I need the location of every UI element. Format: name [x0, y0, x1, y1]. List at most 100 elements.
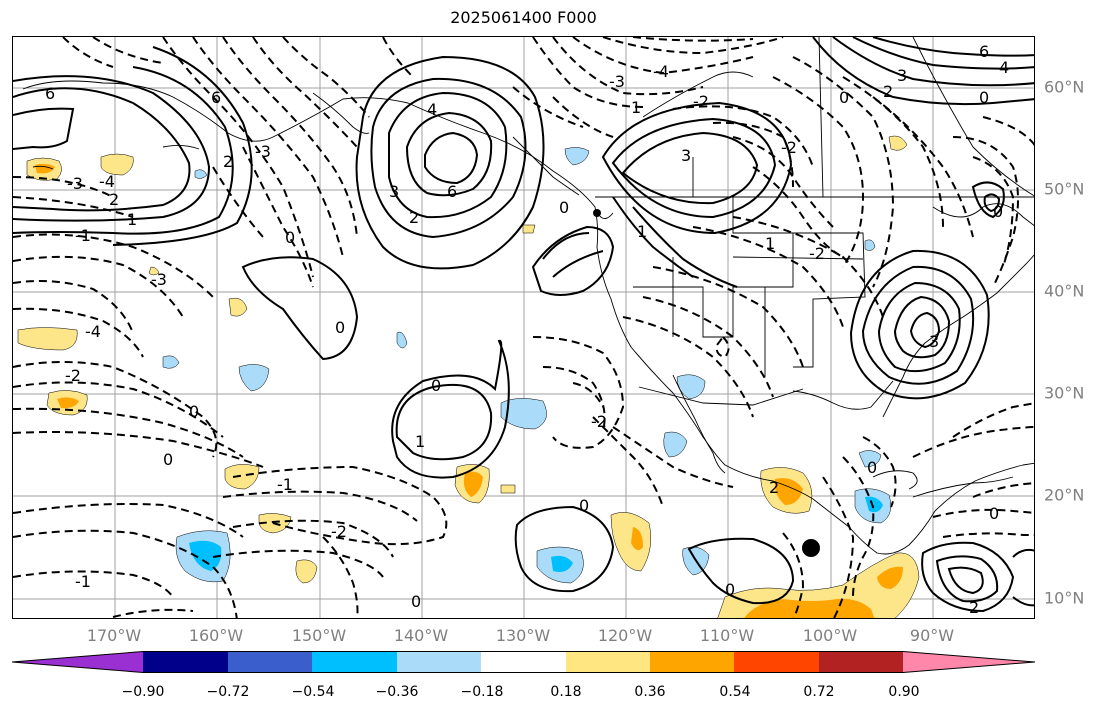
contour-label: 0 [989, 504, 999, 523]
contour-label: 2 [223, 152, 233, 171]
contour-label: 0 [411, 592, 421, 611]
lat-label: 30°N [1044, 383, 1085, 403]
contour-label: 6 [979, 42, 989, 61]
coast-point [593, 209, 601, 217]
contour-label: 0 [189, 402, 199, 421]
lon-label: 150°W [291, 626, 347, 645]
coastlines [22, 37, 1034, 555]
contour-label: 2 [883, 82, 893, 101]
contour-label: 0 [579, 496, 589, 515]
colorbar-tick: 0.72 [803, 684, 835, 700]
lon-label: 110°W [699, 626, 755, 645]
contour-label: -1 [75, 226, 91, 245]
contour-label: -1 [75, 572, 91, 591]
colorbar-tick: −0.54 [291, 684, 335, 700]
contour-label: 0 [725, 580, 735, 599]
chart-title: 2025061400 F000 [450, 8, 597, 27]
contour-label: 3 [389, 182, 399, 201]
colorbar-segment [650, 651, 734, 673]
shaded-fills [17, 135, 920, 618]
colorbar-segment [312, 651, 397, 673]
colorbar-segment [566, 651, 650, 673]
contour-label: -2 [591, 412, 607, 431]
map-panel: 6 6 4 6 3 2 3 1 -3 -4 -2 -2 0 2 3 6 4 0 … [12, 36, 1035, 619]
contour-label: -2 [781, 138, 797, 157]
contour-label: -2 [693, 92, 709, 111]
map-svg: 6 6 4 6 3 2 3 1 -3 -4 -2 -2 0 2 3 6 4 0 … [13, 37, 1034, 618]
contour-label: -2 [65, 366, 81, 385]
graticule [13, 37, 1034, 618]
colorbar-segment [228, 651, 312, 673]
contour-label: 3 [897, 66, 907, 85]
contour-label: -3 [609, 72, 625, 91]
lon-label: 160°W [188, 626, 244, 645]
lat-label: 20°N [1044, 485, 1085, 505]
contour-label: 1 [415, 432, 425, 451]
colorbar-tick: 0.36 [634, 684, 666, 700]
contour-label: -1 [277, 475, 293, 494]
colorbar-tick: −0.36 [375, 684, 419, 700]
contour-label: 1 [631, 98, 641, 117]
colorbar-segment [734, 651, 819, 673]
contour-label: 0 [867, 458, 877, 477]
lat-label: 40°N [1044, 281, 1085, 301]
colorbar-tick: −0.90 [121, 684, 165, 700]
contour-label: -3 [151, 270, 167, 289]
colorbar-segment [481, 651, 566, 673]
contour-label: 4 [999, 58, 1009, 77]
lon-label: 100°W [802, 626, 858, 645]
colorbar-segment [143, 651, 228, 673]
contour-label: -3 [255, 142, 271, 161]
colorbar-tick: −0.18 [460, 684, 504, 700]
lon-label: 130°W [495, 626, 551, 645]
colorbar-outline [12, 651, 1035, 673]
colorbar-tick: −0.72 [206, 684, 250, 700]
contour-label: 1 [127, 210, 137, 229]
contour-label: 0 [335, 318, 345, 337]
contour-label: 1 [637, 222, 647, 241]
contour-label: -2 [809, 244, 825, 263]
contour-label: 2 [109, 190, 119, 209]
contour-label: 0 [559, 198, 569, 217]
colorbar-tick: 0.54 [719, 684, 751, 700]
contour-label: 0 [979, 88, 989, 107]
contour-label: -4 [99, 172, 115, 191]
colorbar-segment [397, 651, 481, 673]
contour-label: 1 [765, 234, 775, 253]
contour-label: -4 [653, 62, 669, 81]
contour-label: -4 [85, 322, 101, 341]
colorbar-segment [12, 651, 143, 673]
colorbar-segments [12, 651, 1035, 673]
contour-label: 2 [409, 208, 419, 227]
lon-label: 120°W [597, 626, 653, 645]
lat-label: 60°N [1044, 77, 1085, 97]
lon-label: 90°W [909, 626, 955, 645]
colorbar-tick: 0.18 [550, 684, 582, 700]
contour-label: 0 [285, 228, 295, 247]
contour-label: 4 [427, 100, 437, 119]
colorbar-tick: 0.90 [888, 684, 920, 700]
contour-label: 6 [45, 84, 55, 103]
contour-label: 3 [929, 332, 939, 351]
contour-labels: 6 6 4 6 3 2 3 1 -3 -4 -2 -2 0 2 3 6 4 0 … [45, 42, 1009, 617]
lat-label: 10°N [1044, 588, 1085, 608]
contour-label: -3 [67, 174, 83, 193]
colorbar-segment [903, 651, 1035, 673]
lon-label: 140°W [393, 626, 449, 645]
contour-label: 6 [211, 88, 221, 107]
contour-label: 2 [969, 598, 979, 617]
contour-label: 3 [681, 146, 691, 165]
contour-label: 0 [839, 88, 849, 107]
lat-label: 50°N [1044, 179, 1085, 199]
contour-label: 6 [447, 182, 457, 201]
lon-label: 170°W [86, 626, 142, 645]
contour-label: -2 [331, 522, 347, 541]
contour-label: 0 [993, 202, 1003, 221]
location-marker [802, 539, 820, 557]
colorbar-segment [819, 651, 903, 673]
contour-label: 0 [431, 376, 441, 395]
negative-contours [13, 37, 1034, 618]
contour-label: 0 [163, 450, 173, 469]
contour-label: 2 [769, 478, 779, 497]
colorbar [12, 651, 1035, 673]
